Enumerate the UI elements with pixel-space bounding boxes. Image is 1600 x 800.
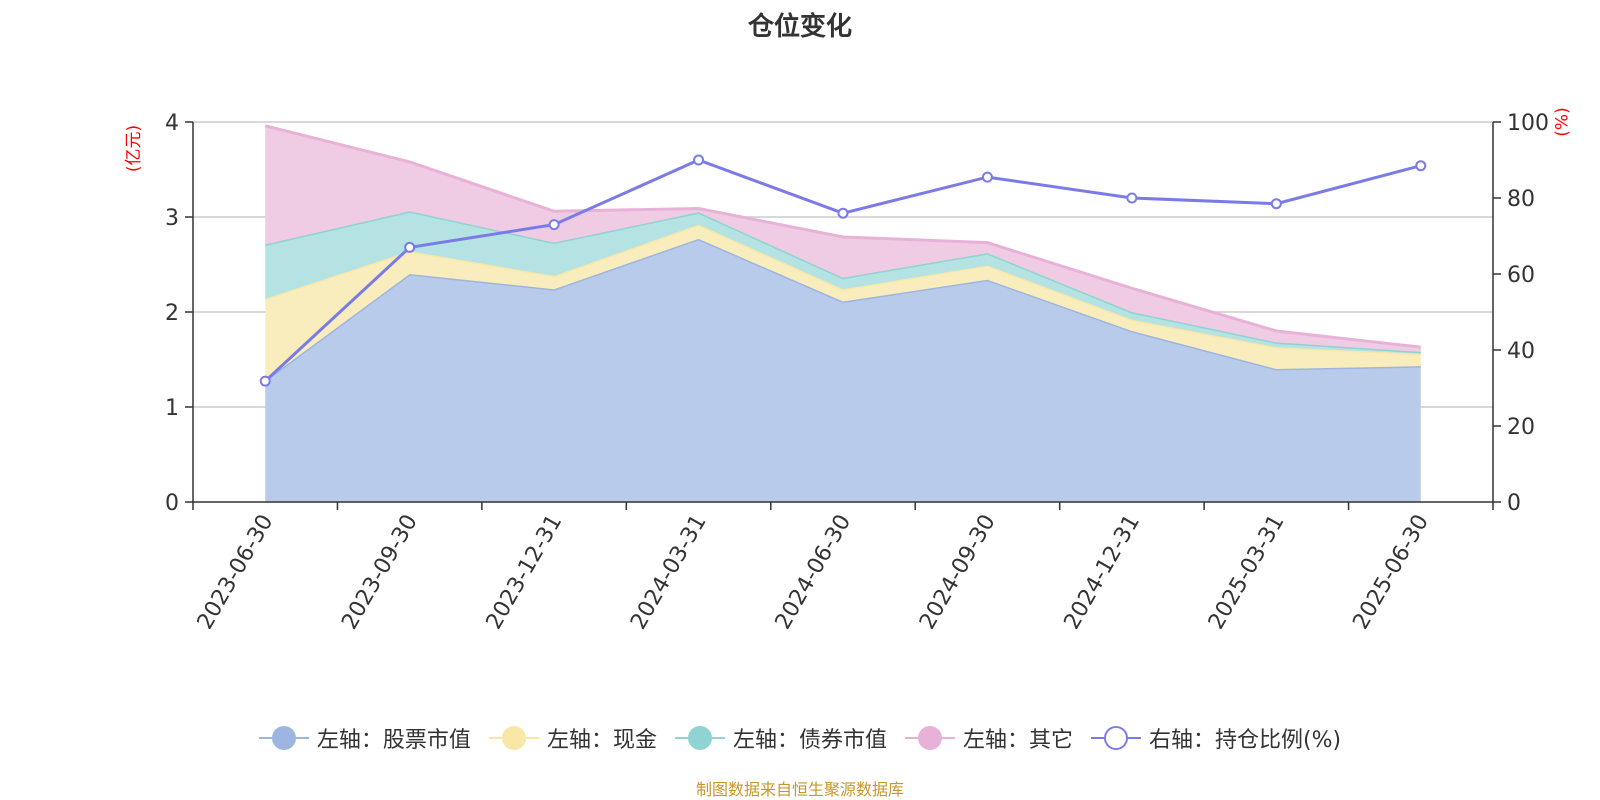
holding-ratio-point — [837, 207, 849, 219]
holding-ratio-point — [1270, 198, 1282, 210]
right-tick-label: 0 — [1507, 491, 1521, 516]
area-line-series-4 — [264, 124, 1421, 349]
right-tick-label: 100 — [1507, 111, 1549, 136]
legend-item[interactable]: 左轴：股票市值 — [258, 722, 471, 754]
x-tick-label: 2024-09-30 — [915, 511, 1001, 634]
chart-legend: 左轴：股票市值 左轴：现金 左轴：债券市值 左轴：其它 右轴：持仓比例(%) — [0, 722, 1600, 754]
legend-item[interactable]: 右轴：持仓比例(%) — [1090, 722, 1342, 754]
area-series-3 — [265, 211, 1421, 354]
x-tick-label: 2025-06-30 — [1348, 511, 1434, 634]
holding-ratio-point — [981, 171, 993, 183]
legend-label: 左轴：其它 — [962, 728, 1073, 753]
x-tick-label: 2024-12-31 — [1060, 511, 1146, 634]
x-tick-label: 2025-03-31 — [1204, 511, 1290, 634]
legend-item[interactable]: 左轴：债券市值 — [674, 722, 887, 754]
area-series-4 — [265, 125, 1421, 352]
holding-ratio-point — [693, 154, 705, 166]
right-tick-label: 60 — [1507, 263, 1535, 288]
legend-label: 左轴：债券市值 — [732, 728, 887, 753]
holding-ratio-point — [404, 241, 416, 253]
left-tick-label: 4 — [165, 111, 179, 136]
legend-marker-icon — [674, 725, 725, 751]
legend-item[interactable]: 左轴：其它 — [904, 722, 1073, 754]
area-series-2 — [265, 224, 1421, 381]
legend-marker-icon — [904, 725, 955, 751]
legend-label: 左轴：股票市值 — [316, 728, 471, 753]
right-tick-label: 20 — [1507, 415, 1535, 440]
x-tick-label: 2023-12-31 — [482, 511, 568, 634]
left-tick-label: 3 — [165, 206, 179, 231]
holding-ratio-point — [259, 375, 271, 387]
right-tick-label: 40 — [1507, 339, 1535, 364]
legend-item[interactable]: 左轴：现金 — [488, 722, 657, 754]
area-series-1 — [265, 238, 1421, 502]
x-tick-label: 2024-03-31 — [626, 511, 712, 634]
chart-title: 仓位变化 — [747, 12, 852, 42]
x-tick-label: 2023-06-30 — [193, 511, 279, 634]
right-tick-label: 80 — [1507, 187, 1535, 212]
data-source-note: 制图数据来自恒生聚源数据库 — [695, 780, 904, 799]
legend-label: 左轴：现金 — [546, 728, 657, 753]
legend-marker-icon — [258, 725, 309, 751]
left-tick-label: 0 — [165, 491, 179, 516]
x-tick-label: 2023-09-30 — [337, 510, 423, 633]
holding-ratio-point — [548, 219, 560, 231]
x-tick-label: 2024-06-30 — [771, 511, 857, 634]
legend-marker-icon — [488, 725, 539, 751]
left-tick-label: 1 — [165, 396, 179, 421]
holding-ratio-point — [1415, 160, 1427, 172]
legend-marker-icon — [1090, 725, 1141, 751]
legend-label: 右轴：持仓比例(%) — [1148, 728, 1342, 753]
holding-ratio-point — [1126, 192, 1138, 204]
left-tick-label: 2 — [165, 301, 179, 326]
